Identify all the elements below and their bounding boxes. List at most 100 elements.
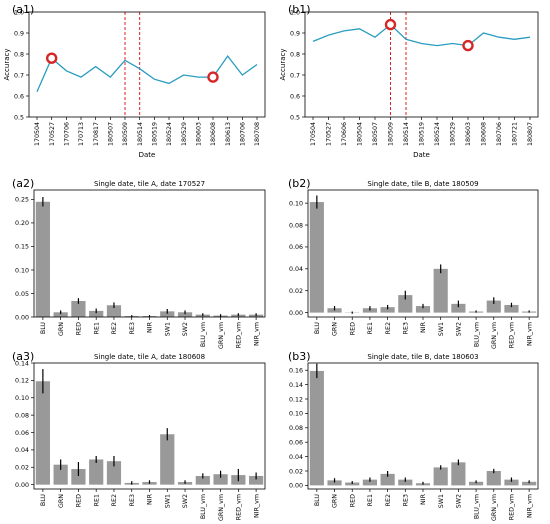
bar <box>433 467 448 486</box>
panel-label: (a2) <box>12 177 34 190</box>
x-tick-label: RE2 <box>385 322 392 334</box>
axes-frame <box>33 362 266 490</box>
axes-frame <box>307 362 539 490</box>
x-tick-label: RE3 <box>129 322 136 334</box>
x-tick-label: 180608 <box>481 122 488 146</box>
x-tick-label: BLU <box>40 322 47 335</box>
bar <box>53 464 68 485</box>
bar <box>486 300 501 313</box>
x-tick-label: 180514 <box>403 122 410 146</box>
x-tick-label: RE3 <box>403 322 410 334</box>
x-tick-label: 170504 <box>310 122 317 146</box>
x-tick-label: 170817 <box>93 122 100 146</box>
y-axis-label: Accuracy <box>279 49 287 81</box>
bar <box>415 306 431 313</box>
bar <box>106 305 122 317</box>
y-tick-label: 0.6 <box>14 93 24 100</box>
x-tick-label: BLU_vm <box>473 494 480 519</box>
panel-b3: (b3) Single date, tile B, date 180603 0.00… <box>288 350 539 521</box>
bar <box>53 312 68 317</box>
x-tick-label: GRN_vm <box>491 494 498 521</box>
y-tick-label: 0.10 <box>15 395 29 402</box>
y-tick-label: 0.14 <box>289 382 303 389</box>
x-axis-label: Date <box>139 151 156 159</box>
x-tick-label: RE3 <box>403 494 410 506</box>
x-tick-label: 180608 <box>210 122 217 146</box>
x-tick-label: BLU <box>314 322 321 335</box>
x-tick-label: GRN_vm <box>218 494 225 521</box>
y-tick-label: 0.25 <box>15 197 29 204</box>
x-tick-label: 170527 <box>326 122 333 146</box>
x-tick-label: 180519 <box>152 122 159 146</box>
x-tick-label: GRN_vm <box>218 322 225 349</box>
y-tick-label: 0.5 <box>290 114 300 121</box>
x-tick-label: 180706 <box>496 122 503 146</box>
panel-label: (b3) <box>288 350 311 363</box>
x-tick-label: 180504 <box>357 122 364 146</box>
x-tick-label: 180708 <box>254 122 261 146</box>
y-tick-label: 0.05 <box>15 291 29 298</box>
bar <box>35 381 50 485</box>
y-tick-label: 0.7 <box>14 72 24 79</box>
bar <box>451 462 466 486</box>
x-tick-label: SW2 <box>456 494 463 508</box>
x-tick-label: RED <box>349 322 356 335</box>
panel-b2: (b2) Single date, tile B, date 180509 0.00… <box>288 177 539 349</box>
x-tick-label: 180603 <box>196 122 203 146</box>
x-tick-label: GRN <box>332 494 339 508</box>
x-tick-label: NIR_vm <box>253 322 260 346</box>
x-tick-label: 180706 <box>240 122 247 146</box>
x-tick-label: RED <box>76 494 83 507</box>
x-tick-label: SW1 <box>438 494 445 508</box>
bar <box>35 201 50 317</box>
x-tick-label: 180519 <box>419 122 426 146</box>
x-tick-label: GRN <box>58 494 65 508</box>
x-tick-label: RE1 <box>93 494 100 506</box>
x-tick-label: RE1 <box>367 494 374 506</box>
x-tick-label: RED <box>349 494 356 507</box>
y-tick-label: 0.04 <box>289 454 303 461</box>
highlight-marker <box>45 52 58 64</box>
x-tick-label: 180524 <box>166 122 173 146</box>
highlight-marker <box>384 18 397 31</box>
chart-title: Single date, tile A, date 170527 <box>94 180 205 188</box>
x-tick-label: 180529 <box>450 122 457 146</box>
bar <box>433 268 448 313</box>
axes-frame <box>28 11 266 118</box>
x-tick-label: GRN <box>58 322 65 336</box>
x-tick-label: 170606 <box>341 122 348 146</box>
bar <box>249 475 264 485</box>
bar <box>504 304 519 313</box>
y-axis-label: Accuracy <box>3 49 11 81</box>
axes-frame <box>307 189 539 318</box>
y-tick-label: 0.9 <box>290 30 300 37</box>
x-tick-label: 180807 <box>527 122 534 146</box>
x-tick-label: SW1 <box>164 494 171 508</box>
x-tick-label: 180509 <box>388 122 395 146</box>
x-tick-label: NIR <box>147 321 154 333</box>
panel-a2: (a2) Single date, tile A, date 170527 0.00… <box>12 177 266 349</box>
highlight-marker <box>462 39 474 52</box>
x-tick-label: SW1 <box>164 322 171 336</box>
y-tick-label: 0.02 <box>289 288 303 295</box>
x-tick-label: RE2 <box>111 322 118 334</box>
axes-frame <box>33 189 266 318</box>
panel-label: (a3) <box>12 350 34 363</box>
bar <box>504 479 519 486</box>
x-tick-label: 180524 <box>434 122 441 146</box>
y-tick-label: 0.06 <box>289 440 303 447</box>
bar <box>160 434 175 485</box>
x-tick-label: RE1 <box>93 322 100 334</box>
y-tick-label: 0.08 <box>289 425 303 432</box>
bar <box>309 370 324 486</box>
y-tick-label: 0.04 <box>15 447 29 454</box>
x-tick-label: NIR <box>147 493 154 505</box>
x-tick-label: RE2 <box>385 494 392 506</box>
y-tick-label: 0.00 <box>15 482 29 489</box>
x-tick-label: 180509 <box>122 122 129 146</box>
bar <box>451 303 466 313</box>
bar <box>380 307 395 313</box>
x-tick-label: BLU <box>314 494 321 507</box>
